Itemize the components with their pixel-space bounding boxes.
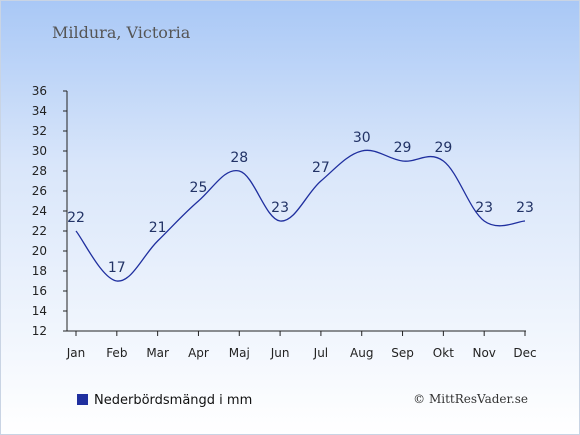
y-tick-label: 22 (32, 224, 47, 238)
data-label: 23 (271, 200, 289, 216)
y-tick-label: 18 (32, 264, 47, 278)
x-tick-label: Okt (433, 346, 454, 360)
x-tick-label: Apr (188, 346, 209, 360)
series-line (75, 149, 526, 282)
data-label: 29 (434, 140, 452, 156)
data-label: 30 (353, 130, 371, 146)
x-tick-label: Maj (229, 346, 250, 360)
credit-text: © MittResVader.se (413, 392, 528, 406)
data-labels: 22 17 21 25 28 23 27 30 29 29 23 23 (67, 130, 534, 276)
x-tick-label: Feb (106, 346, 127, 360)
data-label: 25 (190, 180, 208, 196)
y-tick-label: 26 (32, 184, 47, 198)
data-label: 28 (230, 150, 248, 166)
data-label: 27 (312, 160, 330, 176)
data-label: 21 (149, 220, 167, 236)
y-axis-ticks: 12 14 16 18 20 22 24 26 28 30 32 34 36 (32, 84, 67, 338)
y-tick-label: 16 (32, 284, 47, 298)
chart-title: Mildura, Victoria (52, 23, 191, 42)
y-tick-label: 32 (32, 124, 47, 138)
data-label: 22 (67, 210, 85, 226)
y-tick-label: 20 (32, 244, 47, 258)
x-tick-label: Nov (472, 346, 495, 360)
y-tick-label: 14 (32, 304, 47, 318)
y-tick-label: 12 (32, 324, 47, 338)
x-tick-label: Mar (146, 346, 169, 360)
x-tick-label: Jun (270, 346, 290, 360)
data-label: 29 (394, 140, 412, 156)
x-tick-label: Sep (391, 346, 414, 360)
x-tick-label: Jul (313, 346, 328, 360)
y-tick-label: 34 (32, 104, 47, 118)
data-label: 17 (108, 260, 126, 276)
y-tick-label: 28 (32, 164, 47, 178)
legend-swatch (77, 394, 88, 405)
legend-label: Nederbördsmängd i mm (94, 393, 252, 408)
x-tick-label: Jan (66, 346, 86, 360)
y-tick-label: 30 (32, 144, 47, 158)
y-tick-label: 36 (32, 84, 47, 98)
x-tick-label: Aug (350, 346, 373, 360)
data-label: 23 (516, 200, 534, 216)
data-label: 23 (475, 200, 493, 216)
y-tick-label: 24 (32, 204, 47, 218)
x-axis-ticks: Jan Feb Mar Apr Maj Jun Jul Aug Sep Okt Nov Dec (66, 331, 537, 360)
x-tick-label: Dec (513, 346, 536, 360)
